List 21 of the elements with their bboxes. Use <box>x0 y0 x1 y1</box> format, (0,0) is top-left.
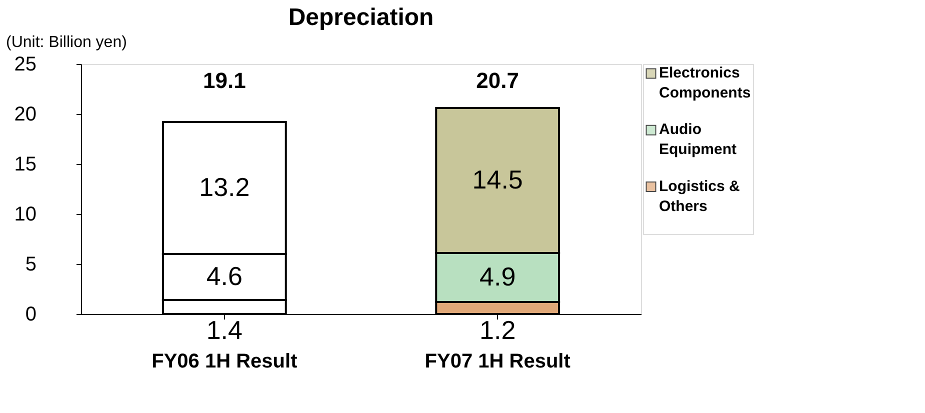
x-tick-label: FY06 1H Result <box>152 350 298 372</box>
y-tick-label: 25 <box>14 54 36 76</box>
total-label: 19.1 <box>203 68 246 93</box>
data-label: 4.9 <box>480 262 516 292</box>
y-tick-label: 15 <box>14 154 36 176</box>
data-label: 13.2 <box>199 172 250 202</box>
total-label: 20.7 <box>476 68 519 93</box>
data-label: 1.4 <box>206 315 242 345</box>
chart-title: Depreciation <box>288 4 434 31</box>
data-label: 4.6 <box>206 261 242 291</box>
legend-label: Audio Equipment <box>659 121 736 158</box>
y-tick-label: 5 <box>25 254 36 276</box>
y-tick-label: 20 <box>14 104 36 126</box>
data-label: 14.5 <box>472 164 523 194</box>
text: (Unit: Billion yen) <box>6 34 127 51</box>
y-tick-label: 0 <box>25 304 36 326</box>
legend-label: Electronics Components <box>659 64 751 102</box>
data-label: 1.2 <box>480 315 516 345</box>
y-tick-label: 10 <box>14 204 36 226</box>
x-tick-label: FY07 1H Result <box>424 350 571 372</box>
legend-label: Logistics & Others <box>659 178 740 215</box>
